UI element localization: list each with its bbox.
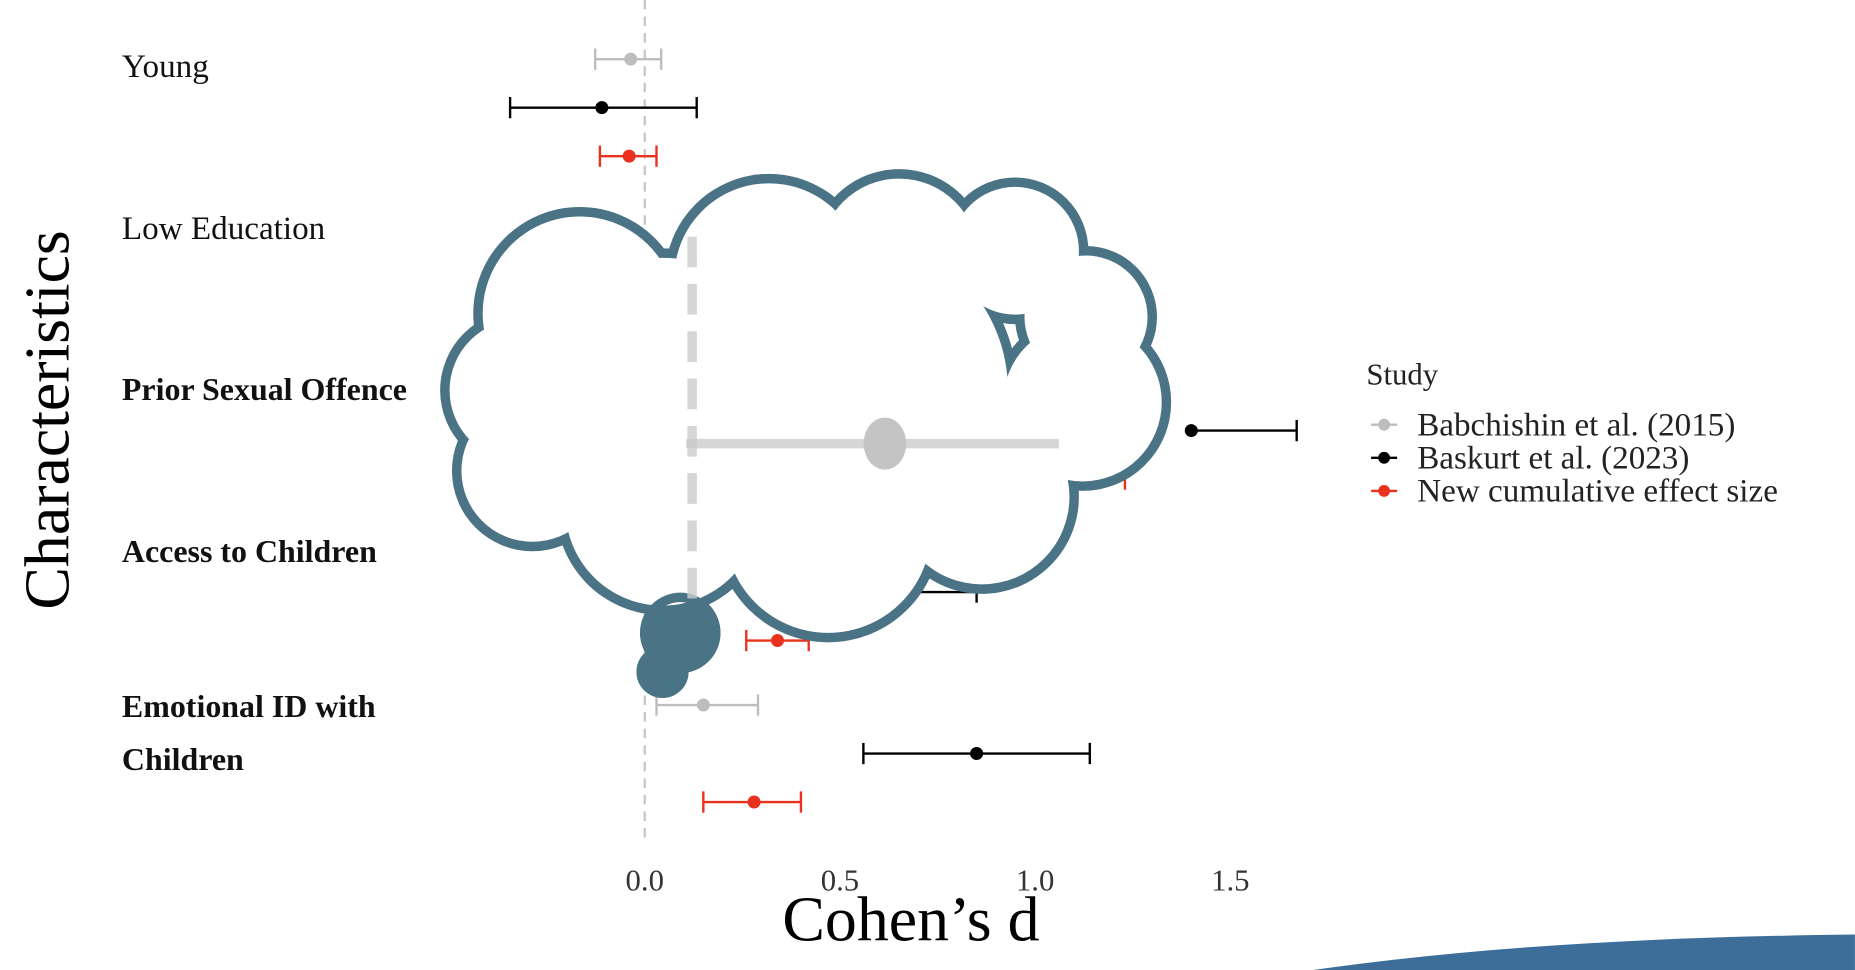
legend-label: New cumulative effect size: [1417, 473, 1778, 510]
category-label-box: Low Education: [121, 209, 326, 247]
category-label-box: Young: [121, 48, 209, 86]
category-label: Young: [121, 48, 209, 86]
point: [622, 149, 636, 163]
category-label-box: Prior Sexual Offence: [121, 371, 407, 407]
y-axis-title: Characteristics: [12, 230, 83, 609]
legend-key: [1378, 451, 1391, 464]
decor-swoosh: [1313, 934, 1855, 970]
point: [696, 698, 710, 712]
bubble-ring: [647, 660, 681, 694]
x-tick-label: 0.5: [821, 864, 859, 898]
point: [747, 795, 761, 809]
category-label: Access to Children: [121, 532, 377, 569]
category-label: Low Education: [121, 209, 326, 247]
category-label: Prior Sexual Offence: [121, 371, 407, 407]
point: [970, 747, 984, 761]
legend-title: Study: [1366, 357, 1438, 391]
cloud-fill: [695, 234, 1008, 547]
x-tick-label: 1.0: [1016, 864, 1054, 898]
legend-key: [1378, 418, 1391, 431]
point: [1184, 424, 1198, 438]
legend-key: [1378, 485, 1391, 497]
legend-label: Babchishin et al. (2015): [1417, 406, 1735, 443]
point: [624, 52, 638, 66]
category-label-box: Emotional ID with Children: [121, 688, 376, 778]
point: [770, 634, 785, 648]
point: [595, 101, 609, 115]
legend-label: Baskurt et al. (2023): [1417, 439, 1689, 476]
x-tick-label: 1.5: [1211, 864, 1249, 898]
category-label: Emotional ID with Children: [121, 688, 376, 778]
thought-cloud: [440, 169, 1172, 698]
x-axis-title: Cohen’s d: [782, 883, 1039, 954]
bubble-ring: [636, 645, 689, 698]
x-tick-label: 0.0: [626, 864, 664, 898]
category-label-box: Access to Children: [121, 532, 377, 569]
blur-point: [863, 417, 907, 470]
